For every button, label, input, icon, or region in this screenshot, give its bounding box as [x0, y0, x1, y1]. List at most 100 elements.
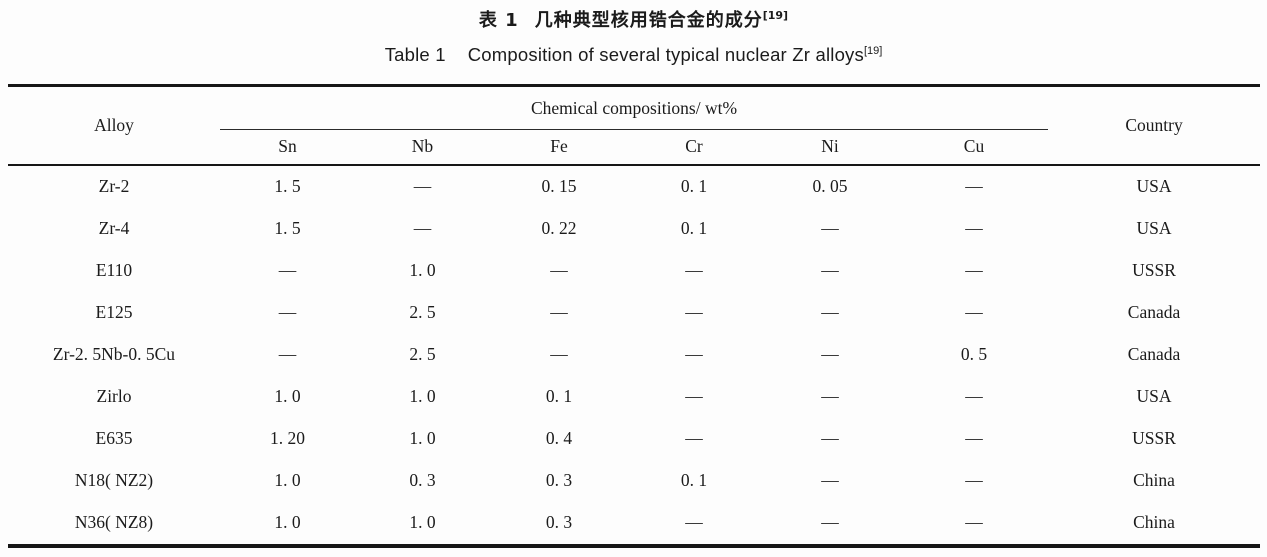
- value-cell: —: [965, 302, 983, 322]
- table-caption-zh-label: 表 1: [478, 10, 519, 31]
- country-cell: USSR: [1132, 260, 1176, 280]
- value-cell: —: [685, 302, 703, 322]
- value-cell: —: [965, 428, 983, 448]
- alloy-composition-table: Alloy Chemical compositions/ wt% Country…: [8, 84, 1261, 548]
- value-cell: 0. 3: [545, 512, 573, 532]
- value-cell: 1. 5: [274, 218, 301, 238]
- value-cell: 0. 05: [812, 176, 848, 196]
- value-cell: —: [550, 302, 568, 322]
- table-header: Alloy Chemical compositions/ wt% Country…: [8, 85, 1261, 166]
- column-header-cu: Cu: [900, 129, 1049, 166]
- value-cell: 1. 0: [409, 428, 436, 448]
- value-cell: 1. 0: [274, 470, 301, 490]
- table-row: N18( NZ2) 1. 0 0. 3 0. 3 0. 1 — — China: [8, 460, 1260, 502]
- value-cell: —: [685, 260, 703, 280]
- value-cell: —: [685, 512, 703, 532]
- value-cell: 1. 0: [409, 512, 436, 532]
- table-row: E635 1. 20 1. 0 0. 4 — — — USSR: [8, 418, 1260, 460]
- table-row: Zr-2. 5Nb-0. 5Cu — 2. 5 — — — 0. 5 Canad…: [8, 334, 1260, 376]
- column-header-sn: Sn: [220, 129, 355, 166]
- table-row: E125 — 2. 5 — — — — Canada: [8, 292, 1260, 334]
- alloy-cell: Zr-2. 5Nb-0. 5Cu: [52, 344, 176, 364]
- table-row: Zr-2 1. 5 — 0. 15 0. 1 0. 05 — USA: [8, 165, 1260, 208]
- country-cell: Canada: [1127, 344, 1181, 364]
- value-cell: 0. 5: [960, 344, 988, 364]
- value-cell: —: [821, 386, 839, 406]
- country-cell: China: [1133, 512, 1175, 532]
- country-cell: USA: [1136, 386, 1172, 406]
- value-cell: 0. 4: [545, 428, 573, 448]
- value-cell: —: [821, 428, 839, 448]
- alloy-cell: Zr-2: [98, 176, 130, 196]
- value-cell: 1. 0: [409, 260, 436, 280]
- value-cell: 1. 20: [270, 428, 305, 448]
- column-group-header-compositions: Chemical compositions/ wt%: [220, 85, 1049, 130]
- country-cell: China: [1133, 470, 1175, 490]
- alloy-cell: Zirlo: [96, 386, 132, 406]
- table-caption-en-label: Table 1: [384, 44, 446, 65]
- value-cell: 0. 1: [680, 218, 708, 238]
- alloy-cell: N18( NZ2): [74, 470, 154, 490]
- value-cell: 1. 0: [274, 386, 301, 406]
- column-header-alloy: Alloy: [8, 85, 220, 166]
- country-cell: USA: [1136, 218, 1172, 238]
- value-cell: —: [965, 386, 983, 406]
- value-cell: 0. 3: [545, 470, 573, 490]
- alloy-cell: E110: [95, 260, 133, 280]
- column-header-cr: Cr: [628, 129, 760, 166]
- value-cell: —: [821, 344, 839, 364]
- column-header-ni: Ni: [760, 129, 900, 166]
- value-cell: —: [550, 260, 568, 280]
- value-cell: 2. 5: [409, 344, 436, 364]
- table-caption-en: Table 1 Composition of several typical nu…: [0, 41, 1267, 69]
- alloy-cell: E125: [95, 302, 133, 322]
- table-caption-en-text: Composition of several typical nuclear Z…: [467, 44, 864, 65]
- alloy-cell: Zr-4: [98, 218, 130, 238]
- value-cell: —: [965, 512, 983, 532]
- column-header-nb: Nb: [355, 129, 490, 166]
- value-cell: 1. 0: [409, 386, 436, 406]
- value-cell: 0. 1: [680, 176, 708, 196]
- value-cell: —: [821, 512, 839, 532]
- header-row-group: Alloy Chemical compositions/ wt% Country: [8, 85, 1261, 166]
- table-row: N36( NZ8) 1. 0 1. 0 0. 3 — — — China: [8, 502, 1260, 546]
- value-cell: —: [965, 260, 983, 280]
- column-header-fe: Fe: [490, 129, 628, 166]
- citation-ref-en: [19]: [863, 44, 883, 57]
- table-body: Zr-2 1. 5 — 0. 15 0. 1 0. 05 — USA Zr-4 …: [8, 165, 1260, 546]
- country-cell: USSR: [1132, 428, 1176, 448]
- value-cell: —: [413, 218, 432, 238]
- value-cell: —: [278, 260, 297, 280]
- value-cell: 2. 5: [409, 302, 436, 322]
- value-cell: 0. 22: [541, 218, 577, 238]
- citation-ref-zh: [19]: [762, 9, 789, 22]
- value-cell: 0. 15: [541, 176, 577, 196]
- value-cell: —: [278, 344, 297, 364]
- value-cell: —: [685, 344, 703, 364]
- value-cell: —: [965, 470, 983, 490]
- value-cell: —: [278, 302, 297, 322]
- column-header-country: Country: [1048, 85, 1261, 166]
- value-cell: —: [550, 344, 568, 364]
- value-cell: —: [965, 176, 983, 196]
- country-cell: Canada: [1127, 302, 1181, 322]
- value-cell: —: [965, 218, 983, 238]
- table-caption-zh-text: 几种典型核用锆合金的成分: [534, 10, 763, 31]
- table-row: Zr-4 1. 5 — 0. 22 0. 1 — — USA: [8, 208, 1260, 250]
- table-row: E110 — 1. 0 — — — — USSR: [8, 250, 1260, 292]
- header-row-elements: Sn Nb Fe Cr Ni Cu: [8, 129, 1260, 166]
- table-row: Zirlo 1. 0 1. 0 0. 1 — — — USA: [8, 376, 1260, 418]
- alloy-cell: N36( NZ8): [74, 512, 154, 532]
- value-cell: —: [685, 386, 703, 406]
- value-cell: —: [821, 218, 839, 238]
- value-cell: 0. 1: [545, 386, 573, 406]
- value-cell: 0. 3: [409, 470, 436, 490]
- value-cell: —: [413, 176, 432, 196]
- value-cell: —: [821, 302, 839, 322]
- value-cell: 0. 1: [680, 470, 708, 490]
- alloy-cell: E635: [95, 428, 133, 448]
- value-cell: —: [821, 260, 839, 280]
- country-cell: USA: [1136, 176, 1172, 196]
- table-caption-zh: 表 1 几种典型核用锆合金的成分[19]: [0, 0, 1267, 33]
